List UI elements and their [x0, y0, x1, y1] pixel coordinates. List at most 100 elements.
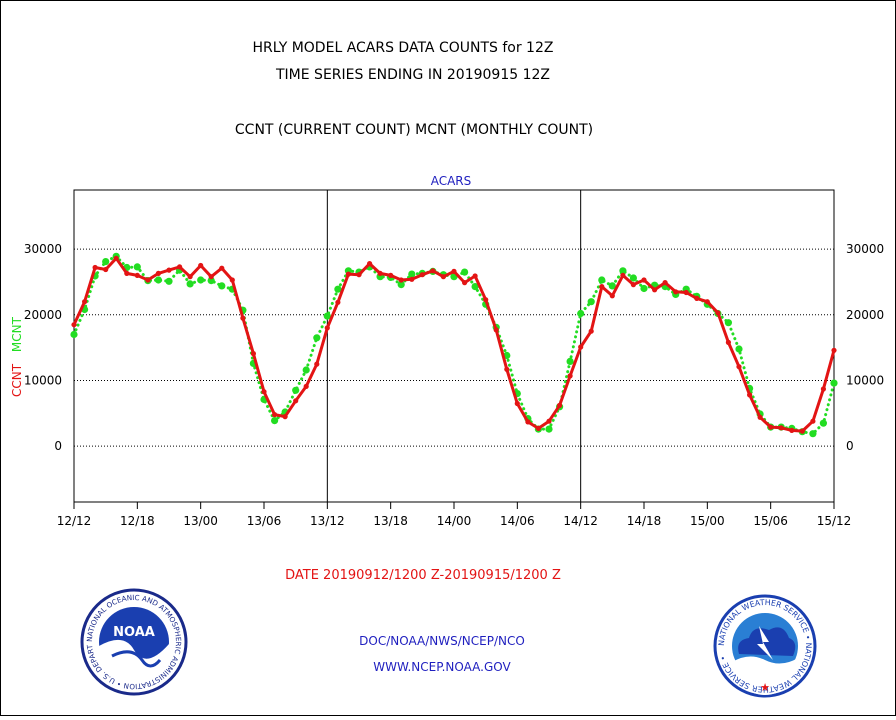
point-mcnt-12: [197, 276, 205, 284]
point-mcnt-47: [566, 357, 574, 365]
point-ccnt-57: [673, 289, 679, 295]
date-range-text: DATE 20190912/1200 Z-20190915/1200 Z: [285, 568, 561, 583]
y-axis-label: CCNT MCNT: [10, 316, 24, 397]
x-tick-label-5: 13/18: [373, 514, 408, 528]
point-ccnt-22: [303, 383, 309, 389]
point-mcnt-9: [165, 277, 173, 285]
point-ccnt-40: [493, 327, 499, 333]
point-mcnt-63: [735, 345, 743, 353]
point-mcnt-8: [154, 276, 162, 284]
y-tick-label-right-1: 10000: [846, 373, 884, 387]
point-mcnt-62: [724, 319, 733, 327]
point-mcnt-70: [809, 430, 817, 438]
point-ccnt-33: [419, 272, 425, 278]
y-axis-label-ccnt: CCNT: [10, 363, 24, 397]
point-ccnt-36: [451, 268, 457, 274]
point-ccnt-0: [71, 322, 77, 328]
point-ccnt-23: [314, 361, 320, 367]
point-ccnt-62: [725, 339, 732, 345]
point-ccnt-70: [810, 418, 816, 424]
point-ccnt-9: [166, 267, 172, 273]
point-mcnt-0: [70, 330, 78, 339]
point-ccnt-15: [229, 277, 235, 283]
point-ccnt-35: [440, 274, 446, 280]
point-ccnt-51: [609, 293, 615, 299]
point-ccnt-69: [799, 428, 805, 434]
point-ccnt-68: [789, 427, 795, 433]
point-ccnt-32: [409, 276, 415, 282]
nws-logo: NATIONAL WEATHER SERVICE • NATIONAL WEAT…: [713, 594, 817, 698]
x-tick-label-12: 15/12: [817, 514, 852, 528]
point-mcnt-21: [292, 386, 300, 394]
point-ccnt-41: [504, 366, 510, 372]
y-tick-label-left-1: 10000: [24, 373, 62, 387]
point-ccnt-52: [620, 272, 626, 278]
point-ccnt-39: [483, 297, 489, 303]
x-tick-label-1: 12/18: [120, 514, 155, 528]
point-ccnt-44: [535, 425, 542, 431]
point-ccnt-24: [324, 325, 330, 331]
point-ccnt-71: [820, 386, 827, 392]
org-text: DOC/NOAA/NWS/NCEP/NCO: [359, 634, 525, 648]
point-ccnt-3: [103, 266, 109, 273]
y-tick-label-left-0: 0: [54, 439, 62, 453]
x-tick-label-9: 14/18: [627, 514, 662, 528]
point-ccnt-13: [208, 274, 214, 280]
point-ccnt-26: [345, 271, 351, 277]
plot-border: [73, 189, 835, 503]
y-tick-label-right-2: 20000: [846, 308, 884, 322]
y-tick-label-left-3: 30000: [24, 242, 62, 256]
point-ccnt-10: [177, 264, 183, 270]
point-mcnt-50: [598, 276, 606, 284]
point-ccnt-67: [778, 425, 784, 431]
nws-star-icon: ★: [760, 681, 770, 694]
point-ccnt-47: [567, 373, 573, 379]
point-ccnt-54: [641, 277, 647, 283]
chart-title-line-3: CCNT (CURRENT COUNT) MCNT (MONTHLY COUNT…: [235, 122, 593, 138]
point-ccnt-56: [662, 280, 668, 286]
point-mcnt-24: [323, 312, 331, 320]
noaa-logo: NOAA NATIONAL OCEANIC AND ATMOSPHERIC AD…: [80, 588, 188, 696]
point-ccnt-28: [367, 261, 373, 267]
point-mcnt-48: [577, 309, 585, 318]
point-ccnt-7: [145, 277, 151, 283]
point-ccnt-43: [525, 419, 531, 425]
point-ccnt-58: [683, 289, 689, 296]
x-tick-label-2: 13/00: [183, 514, 218, 528]
point-ccnt-17: [250, 351, 256, 357]
point-ccnt-30: [388, 272, 394, 278]
point-mcnt-23: [313, 334, 321, 342]
point-mcnt-14: [218, 282, 226, 290]
point-mcnt-6: [133, 263, 141, 271]
point-mcnt-49: [587, 298, 595, 306]
point-ccnt-2: [92, 264, 98, 271]
y-tick-label-right-3: 30000: [846, 242, 884, 256]
point-mcnt-13: [207, 277, 215, 285]
point-mcnt-25: [334, 285, 342, 293]
point-ccnt-38: [472, 273, 478, 279]
point-ccnt-5: [124, 270, 130, 276]
point-mcnt-3: [102, 258, 110, 266]
point-ccnt-42: [514, 400, 520, 407]
point-ccnt-34: [430, 268, 436, 274]
y-axis-label-mcnt: MCNT: [10, 316, 24, 352]
point-ccnt-16: [240, 315, 246, 321]
point-ccnt-60: [704, 299, 710, 305]
point-mcnt-19: [271, 417, 279, 425]
x-tick-label-7: 14/06: [500, 514, 535, 528]
point-ccnt-49: [588, 328, 594, 334]
point-ccnt-8: [155, 270, 161, 276]
point-ccnt-11: [187, 274, 193, 280]
plot-area: 0 0 10000 10000 20000 20000 30000 30000 12/12 12/…: [24, 189, 884, 528]
y-tick-label-right-0: 0: [846, 439, 854, 453]
point-ccnt-19: [272, 412, 278, 418]
point-ccnt-21: [293, 398, 299, 404]
point-ccnt-14: [219, 265, 225, 271]
x-tick-label-10: 15/00: [690, 514, 725, 528]
point-ccnt-48: [578, 344, 584, 350]
point-ccnt-4: [113, 255, 119, 261]
point-ccnt-31: [398, 277, 404, 283]
x-tick-label-11: 15/06: [753, 514, 788, 528]
point-ccnt-37: [462, 280, 468, 286]
